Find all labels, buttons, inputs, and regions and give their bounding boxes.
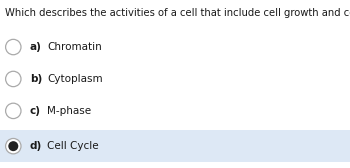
FancyBboxPatch shape	[0, 130, 350, 162]
Ellipse shape	[6, 103, 21, 119]
Text: Cell Cycle: Cell Cycle	[47, 141, 99, 151]
Text: c): c)	[30, 106, 41, 116]
Text: a): a)	[30, 42, 42, 52]
Text: d): d)	[30, 141, 42, 151]
Text: Cytoplasm: Cytoplasm	[47, 74, 103, 84]
Ellipse shape	[6, 138, 21, 154]
Text: b): b)	[30, 74, 42, 84]
Ellipse shape	[8, 141, 18, 151]
Ellipse shape	[6, 39, 21, 55]
Text: M-phase: M-phase	[47, 106, 91, 116]
Ellipse shape	[6, 71, 21, 87]
Text: Which describes the activities of a cell that include cell growth and cell divis: Which describes the activities of a cell…	[5, 8, 350, 18]
Text: Chromatin: Chromatin	[47, 42, 102, 52]
